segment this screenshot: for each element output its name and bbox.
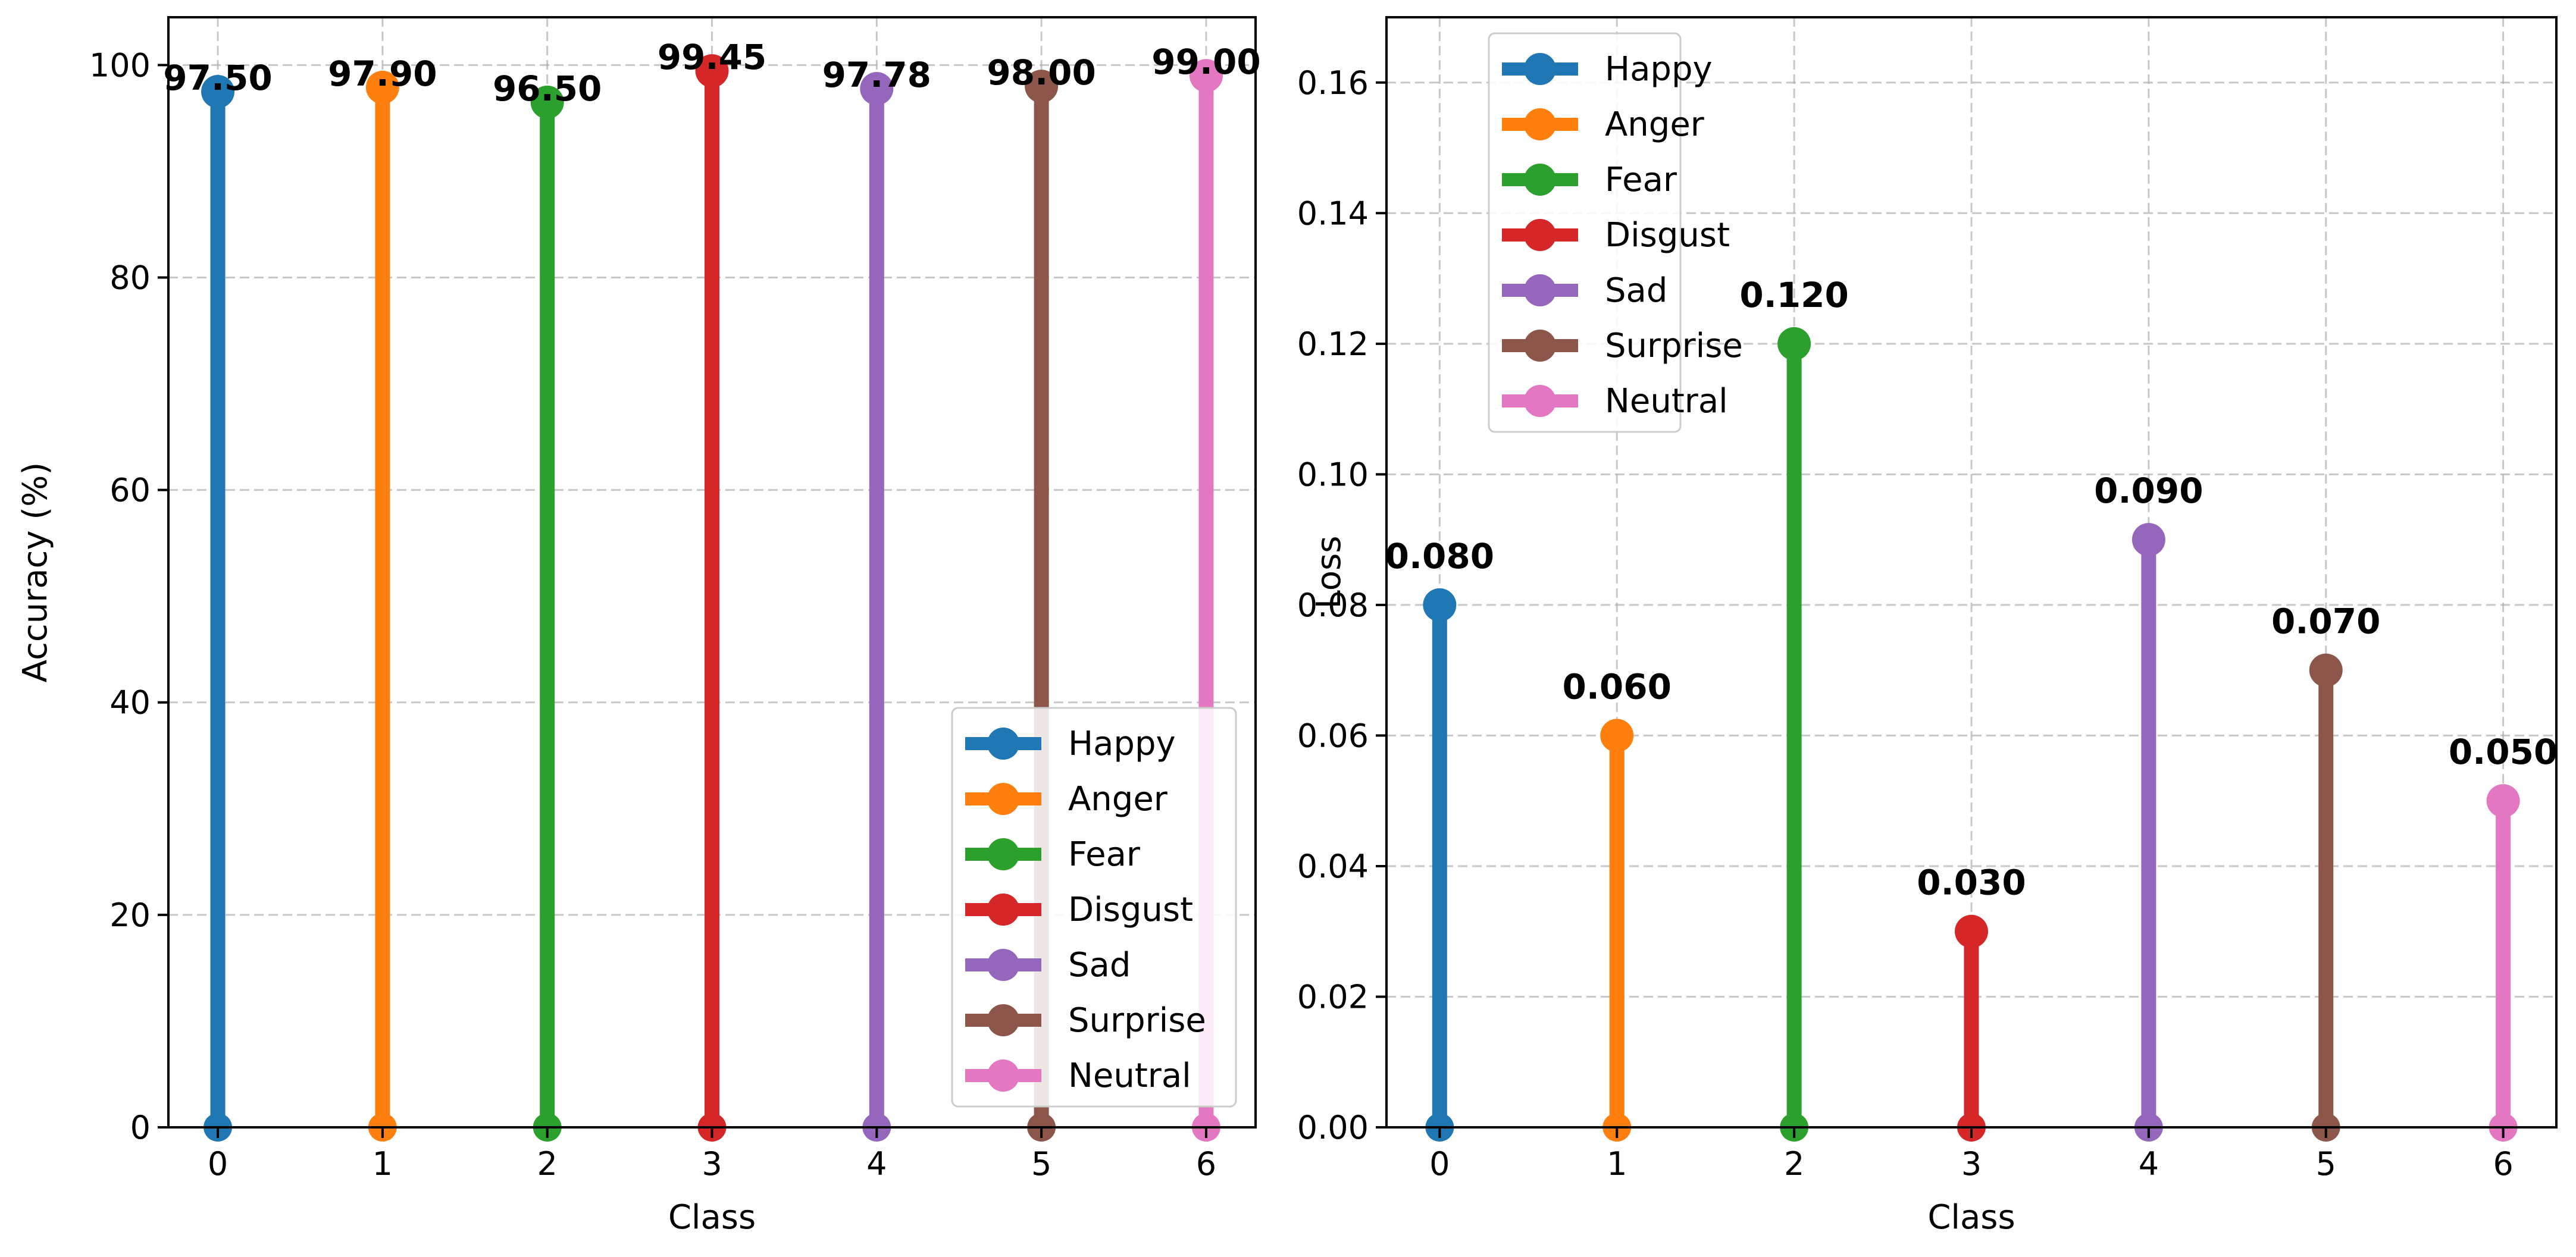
x-axis-label: Class: [668, 1198, 756, 1237]
x-tick-label: 5: [2316, 1145, 2336, 1183]
stem-head-marker-anger: [365, 70, 399, 104]
x-tick-label: 1: [1607, 1145, 1627, 1183]
chart-panel-accuracy: 97.50 97.90 96.50 99.45 97.78 98.00 99.00 0 1 2 3 4…: [16, 16, 1261, 1237]
data-label: 0.080: [1385, 536, 1494, 576]
legend-marker-fear: [987, 838, 1019, 870]
y-tick-label: 60: [109, 472, 151, 509]
legend-label-sad: Sad: [1068, 946, 1131, 985]
legend-marker-anger: [1524, 108, 1556, 140]
y-tick-label: 80: [109, 259, 151, 296]
x-tick-label: 0: [1429, 1145, 1450, 1183]
legend-marker-surprise: [1524, 330, 1556, 362]
legend-label-anger: Anger: [1605, 105, 1705, 144]
x-axis-label: Class: [1927, 1198, 2015, 1237]
legend-label-disgust: Disgust: [1068, 891, 1193, 929]
stem-head-marker-happy: [201, 74, 235, 108]
stem-head-marker-disgust: [695, 54, 729, 88]
stem-head-marker-neutral: [2486, 784, 2520, 818]
data-label: 96.50: [493, 68, 602, 109]
y-tick-label: 0: [130, 1109, 151, 1146]
data-label: 97.78: [822, 55, 931, 95]
x-tick-label: 3: [1961, 1145, 1982, 1183]
x-tick-label: 6: [1196, 1145, 1216, 1183]
y-tick-label: 0.12: [1297, 325, 1369, 363]
x-tick-label: 5: [1031, 1145, 1051, 1183]
y-tick-label: 0.02: [1297, 978, 1369, 1015]
data-label: 0.030: [1917, 863, 2026, 903]
data-label: 98.00: [987, 52, 1095, 93]
legend-label-surprise: Surprise: [1068, 1001, 1206, 1040]
y-tick-label: 20: [109, 896, 151, 934]
legend-box: [951, 707, 1237, 1108]
legend-label-fear: Fear: [1605, 161, 1677, 199]
y-tick-label: 0.16: [1297, 64, 1369, 102]
x-tick-label: 2: [1784, 1145, 1804, 1183]
legend-label-happy: Happy: [1068, 725, 1176, 763]
data-label: 0.060: [1563, 666, 1672, 707]
x-tick-label: 4: [2139, 1145, 2159, 1183]
legend-marker-neutral: [987, 1059, 1019, 1092]
legend-marker-happy: [1524, 53, 1556, 85]
x-tick-label: 4: [866, 1145, 887, 1183]
y-tick-label: 0.04: [1297, 848, 1369, 885]
legend-marker-sad: [987, 949, 1019, 981]
data-label: 0.090: [2094, 471, 2203, 511]
y-tick-label: 0.10: [1297, 456, 1369, 493]
legend-marker-happy: [987, 728, 1019, 760]
data-label: 99.00: [1151, 42, 1260, 82]
data-label: 0.120: [1739, 275, 1848, 315]
legend-marker-fear: [1524, 164, 1556, 196]
x-tick-label: 1: [373, 1145, 393, 1183]
stem-head-marker-surprise: [2309, 653, 2343, 687]
legend: Happy Anger Fear Disgust Sad Surprise Neutral: [951, 707, 1237, 1108]
legend-marker-neutral: [1524, 385, 1556, 417]
y-axis-label: Accuracy (%): [16, 462, 55, 682]
y-axis-label: Loss: [1310, 536, 1348, 609]
data-label: 97.90: [328, 54, 437, 94]
legend-label-neutral: Neutral: [1605, 382, 1728, 421]
legend-label-neutral: Neutral: [1068, 1057, 1191, 1095]
legend-label-disgust: Disgust: [1605, 216, 1730, 255]
stem-head-marker-disgust: [1955, 914, 1988, 948]
stem-head-marker-neutral: [1189, 59, 1223, 93]
legend-marker-disgust: [987, 894, 1019, 926]
stem-head-marker-sad: [860, 71, 894, 105]
legend-marker-surprise: [987, 1004, 1019, 1036]
legend-marker-sad: [1524, 274, 1556, 306]
y-tick-label: 0.08: [1297, 587, 1369, 624]
x-tick-label: 0: [208, 1145, 228, 1183]
y-tick-label: 0.14: [1297, 195, 1369, 232]
y-tick-label: 100: [89, 46, 151, 84]
chart-panel-loss: 0.080 0.060 0.120 0.030 0.090 0.070 0.050 0 1 2 3 4…: [1297, 16, 2558, 1237]
y-tick-label: 40: [109, 684, 151, 722]
legend-marker-anger: [987, 783, 1019, 815]
legend-label-sad: Sad: [1605, 271, 1667, 310]
legend-marker-disgust: [1524, 219, 1556, 251]
data-label: 97.50: [163, 58, 272, 98]
stem-head-marker-anger: [1600, 719, 1634, 753]
data-label: 0.070: [2271, 601, 2380, 642]
stem-head-marker-fear: [1777, 327, 1811, 361]
legend-label-happy: Happy: [1605, 50, 1713, 89]
y-tick-label: 0.06: [1297, 717, 1369, 754]
y-tick-label: 0.00: [1297, 1109, 1369, 1146]
legend-label-fear: Fear: [1068, 835, 1141, 874]
stem-head-marker-happy: [1423, 588, 1457, 622]
stem-head-marker-fear: [530, 85, 564, 119]
legend-label-surprise: Surprise: [1605, 327, 1743, 365]
data-label: 99.45: [658, 37, 766, 77]
stem-head-marker-surprise: [1025, 70, 1059, 104]
x-tick-label: 6: [2493, 1145, 2513, 1183]
x-tick-label: 3: [702, 1145, 722, 1183]
data-label: 0.050: [2449, 732, 2558, 772]
x-tick-label: 2: [537, 1145, 558, 1183]
legend-label-anger: Anger: [1068, 780, 1168, 819]
stem-head-marker-sad: [2131, 523, 2165, 557]
legend: Happy Anger Fear Disgust Sad Surprise Neutral: [1488, 32, 1743, 433]
